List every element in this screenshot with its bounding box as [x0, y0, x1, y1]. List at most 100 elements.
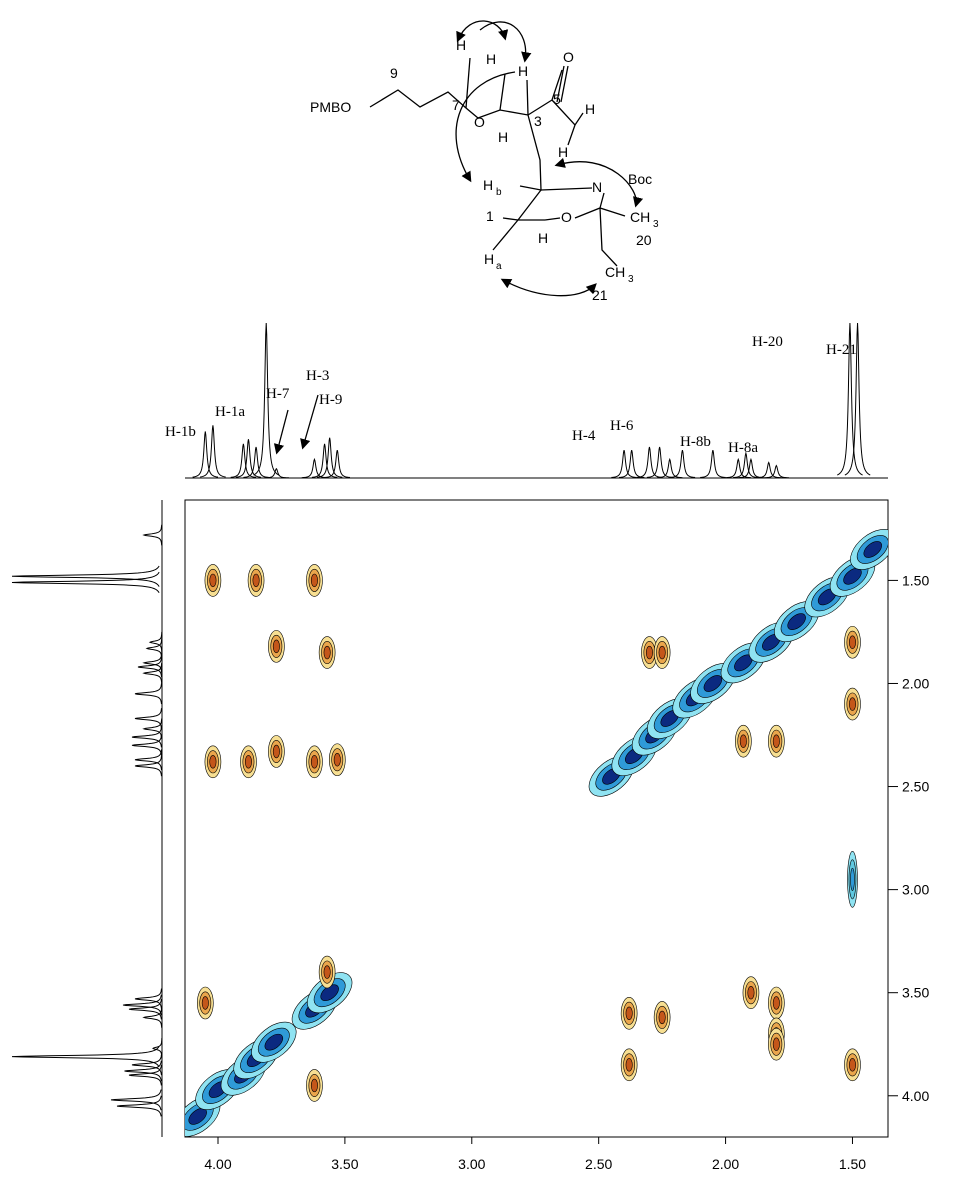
projection-peak — [142, 718, 163, 740]
projection-peak — [124, 1060, 162, 1082]
projection-peak — [142, 1007, 163, 1028]
plot-frame — [184, 499, 889, 1138]
projection-peak — [11, 565, 160, 587]
atom-label: CH — [605, 264, 625, 280]
atom-label: 21 — [592, 287, 608, 303]
projection-peak — [131, 1054, 162, 1076]
projection-peak — [756, 461, 782, 479]
cross-peak — [247, 564, 265, 597]
contour-level — [310, 573, 318, 588]
projection-peak — [700, 449, 726, 478]
contour-level — [848, 635, 856, 649]
projection-peak — [128, 1064, 162, 1086]
projection-peak — [110, 1089, 162, 1111]
cross-peak — [306, 1069, 323, 1102]
y-tick-label: 3.00 — [902, 882, 929, 898]
peak-label: H-8b — [680, 434, 711, 450]
peak-label: H-1a — [215, 404, 245, 420]
cross-peak — [768, 1027, 785, 1061]
projection-peak — [137, 656, 163, 678]
contour-level — [209, 755, 217, 769]
projection-peak — [134, 988, 162, 1010]
atom-label: b — [496, 187, 502, 198]
diagonal-peak — [850, 529, 888, 570]
atom-label: 9 — [390, 65, 398, 81]
projection-peak — [116, 1095, 162, 1117]
contour-level — [323, 965, 331, 979]
cross-peak — [268, 735, 285, 768]
projection-peak — [636, 446, 663, 478]
cross-peak — [653, 1001, 671, 1034]
contour-level — [772, 734, 780, 748]
contour-level — [658, 645, 666, 660]
cross-peak — [204, 745, 222, 779]
y-tick-label: 2.50 — [902, 779, 929, 795]
contour-level — [863, 541, 882, 558]
contour-level — [333, 753, 341, 767]
contour-level — [625, 1006, 633, 1021]
projection-peak — [657, 457, 683, 479]
projection-peak — [301, 457, 328, 479]
peak-label: H-20 — [752, 334, 783, 350]
structure-bonds — [273, 20, 644, 455]
projection-peak — [763, 464, 790, 479]
peak-label: H-8a — [728, 440, 758, 456]
x-tick-label: 3.00 — [458, 1156, 485, 1172]
cross-peak — [306, 564, 323, 597]
diagonal-peak — [251, 1021, 297, 1063]
contour-level — [848, 697, 856, 711]
projection-peak — [145, 638, 163, 659]
cross-peak — [768, 724, 785, 758]
peak-label: H-3 — [306, 368, 329, 384]
atom-label: 3 — [653, 219, 659, 230]
contour-level — [747, 985, 755, 1000]
contour-level — [658, 1010, 666, 1025]
projection-peak — [128, 998, 162, 1020]
peak-label: H-9 — [319, 392, 342, 408]
projection-peak — [646, 446, 673, 478]
contour-level — [264, 1033, 284, 1051]
cross-peak — [847, 851, 858, 908]
projection-peak — [131, 726, 162, 748]
projection-peak — [324, 449, 351, 478]
contour-level — [310, 755, 318, 769]
atom-label: H — [498, 129, 508, 145]
atom-label: 3 — [628, 274, 634, 285]
projection-peak — [725, 457, 751, 479]
cross-peak — [844, 625, 861, 659]
diagonal-peak — [195, 1069, 241, 1110]
projection-peak — [311, 443, 338, 478]
contour-level — [201, 996, 209, 1010]
projection-peak — [192, 431, 219, 478]
atom-label: O — [561, 209, 572, 225]
atom-label: H — [483, 177, 493, 193]
y-tick-label: 3.50 — [902, 985, 929, 1001]
projection-peak — [253, 322, 280, 476]
atom-label: H — [538, 230, 548, 246]
atom-label: N — [592, 179, 602, 195]
x-tick-label: 2.00 — [712, 1156, 739, 1172]
cross-peak — [844, 687, 861, 721]
peak-label: H-1b — [165, 424, 196, 440]
cross-peak — [742, 976, 760, 1009]
x-tick-label: 2.50 — [585, 1156, 612, 1172]
projection-peak — [122, 994, 162, 1016]
projection-peak — [844, 322, 871, 476]
projection-peak — [837, 322, 863, 476]
cross-peak — [306, 745, 323, 779]
cross-peak — [268, 630, 285, 663]
projection-peak — [134, 708, 162, 729]
projection-peak — [134, 683, 162, 705]
atom-label: H — [456, 37, 466, 53]
cross-peak — [318, 955, 336, 989]
atom-label: H — [518, 63, 528, 79]
projection-peak — [152, 1038, 163, 1059]
projection-peak — [142, 662, 163, 684]
x-tick-label: 1.50 — [839, 1156, 866, 1172]
cross-peak — [204, 564, 222, 597]
x-tick-label: 4.00 — [204, 1156, 231, 1172]
y-tick-label: 1.50 — [902, 572, 929, 588]
cross-peak — [620, 997, 638, 1030]
projection-peak — [733, 451, 759, 479]
